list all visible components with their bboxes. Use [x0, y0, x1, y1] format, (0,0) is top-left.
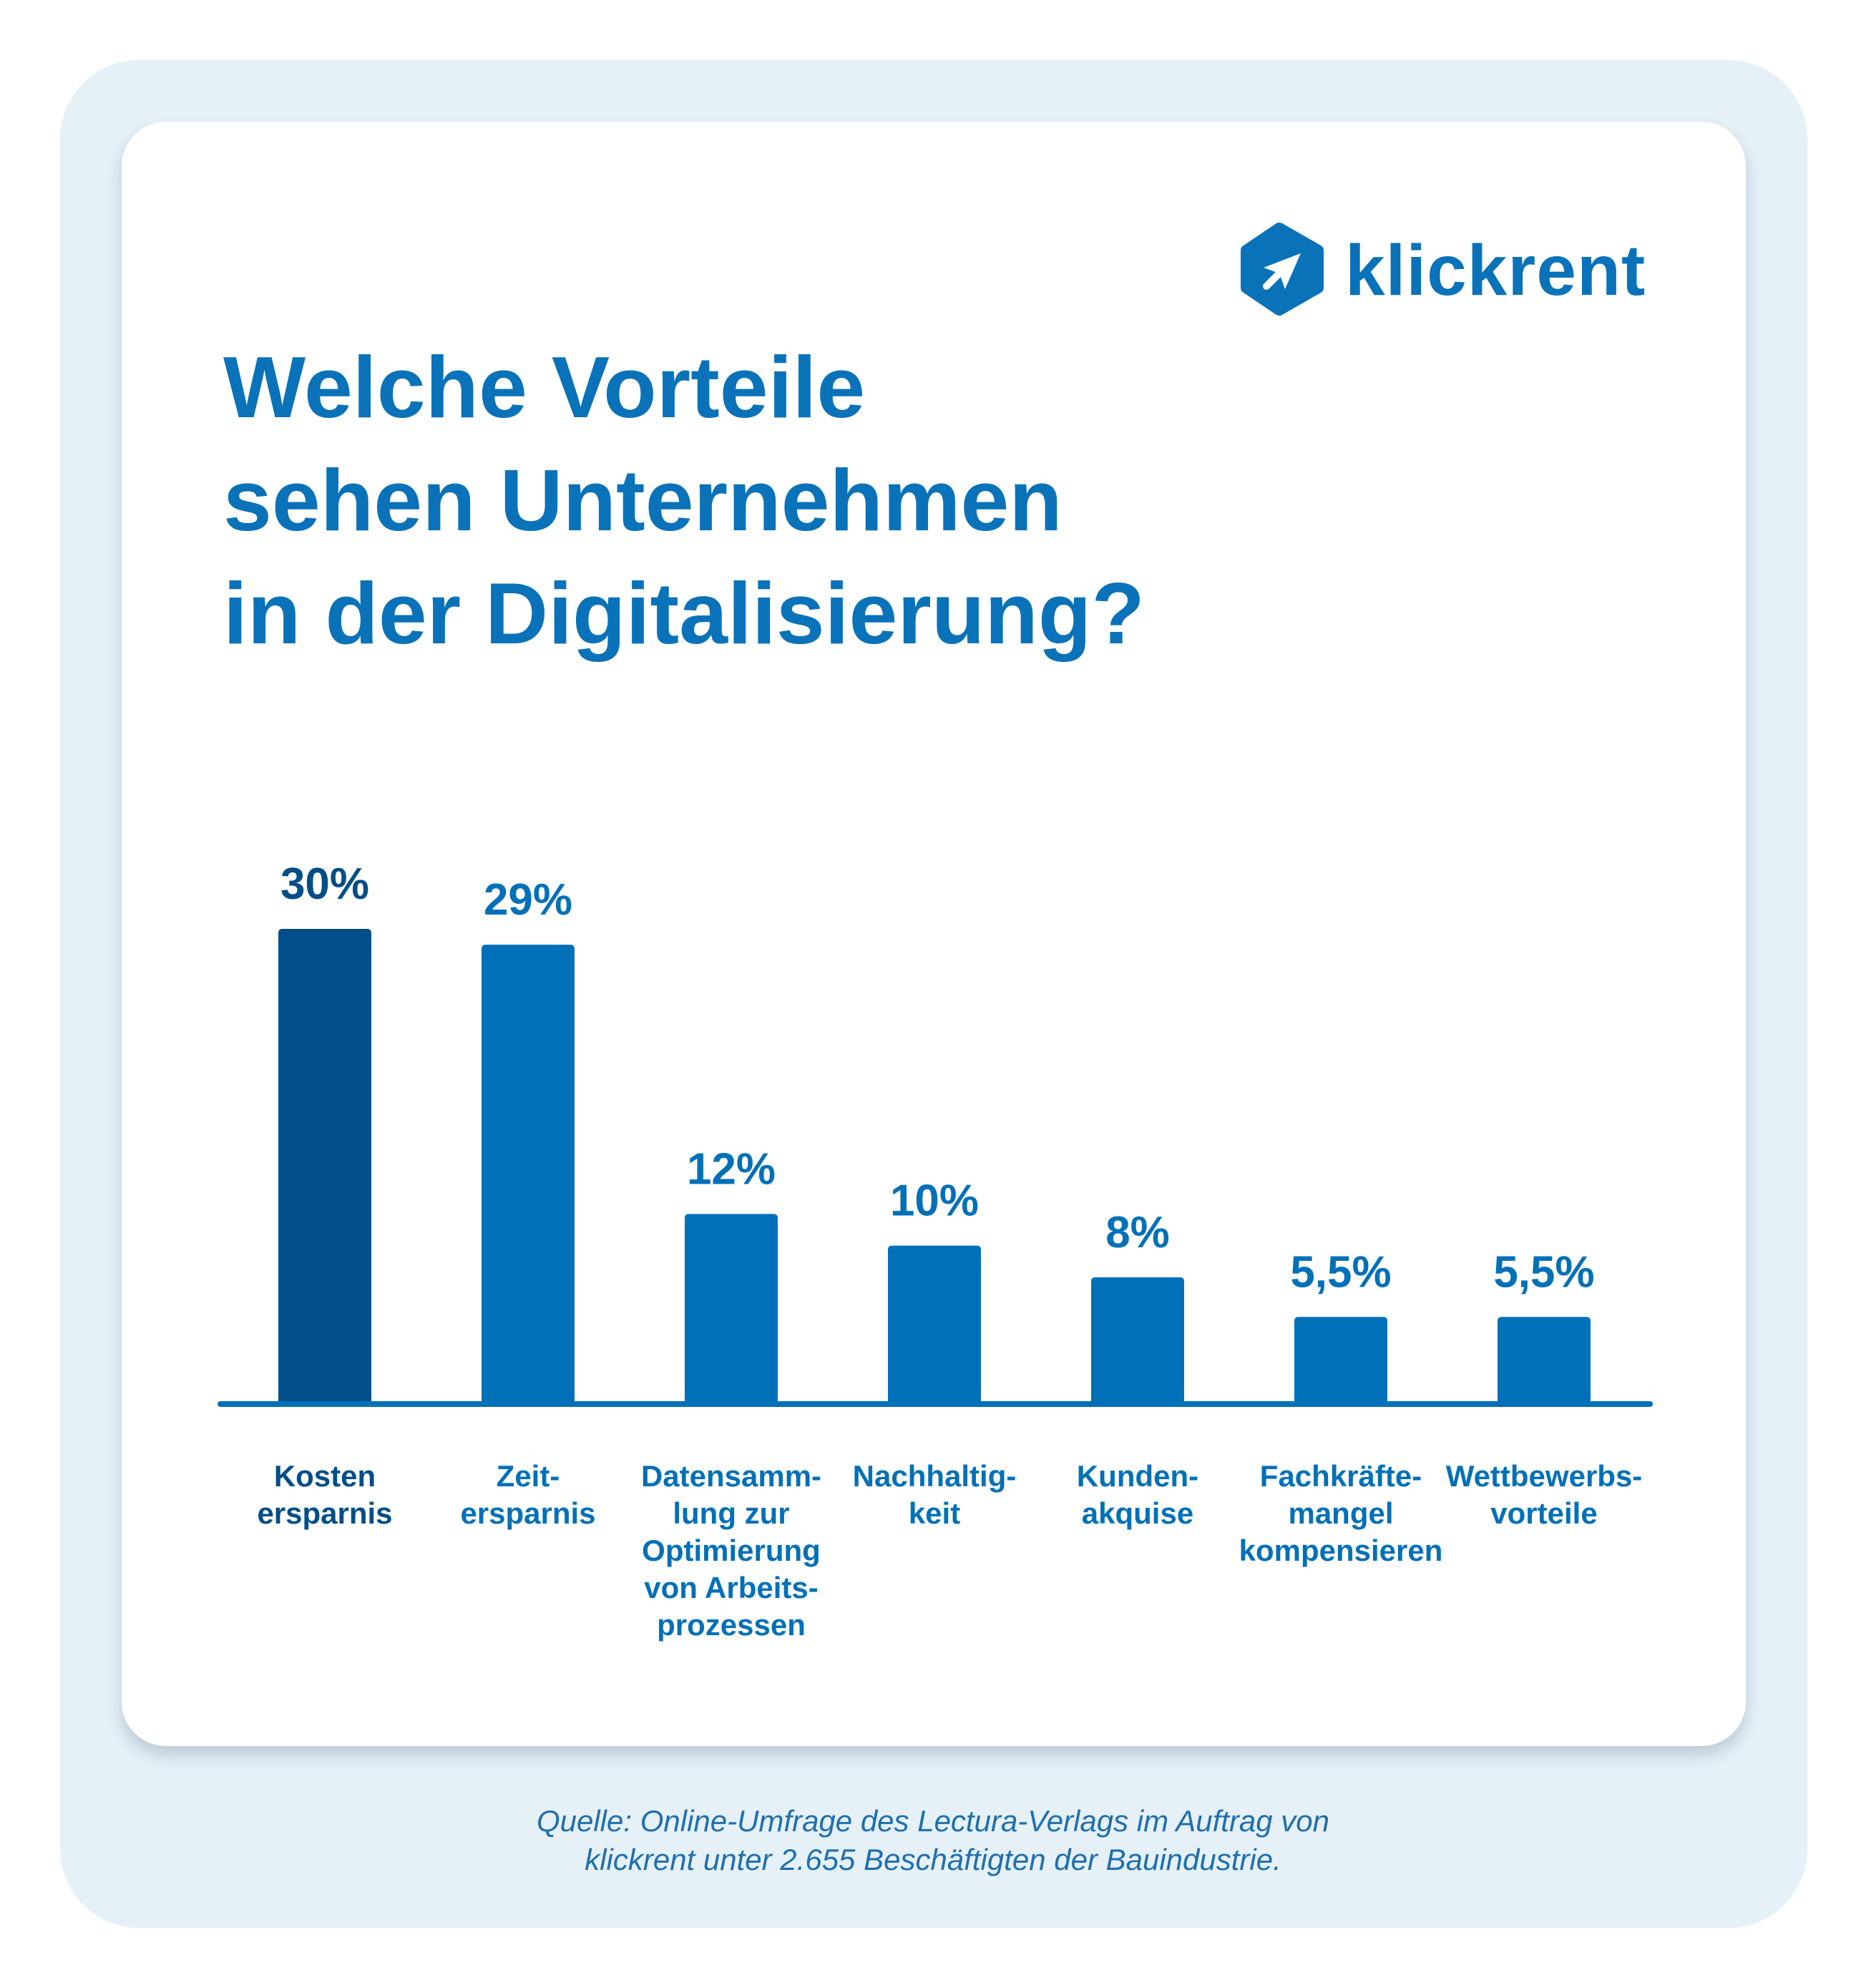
category-label-4-line-2: keit	[908, 1496, 961, 1530]
category-label-3: Datensamm-lung zur Optimierung von Arbeits…	[624, 1458, 839, 1644]
value-label-5: 8%	[1105, 1208, 1170, 1257]
value-label-2: 29%	[484, 875, 572, 925]
category-label-5-line-2: akquise	[1081, 1496, 1194, 1530]
source-note: Quelle: Online-Umfrage des Lectura-Verla…	[0, 1802, 1866, 1879]
category-label-4: Nachhaltig-keit	[827, 1458, 1042, 1532]
category-label-6-line-2: mangel	[1288, 1496, 1394, 1530]
value-label-4: 10%	[890, 1176, 979, 1226]
title-line-3: in der Digitalisierung?	[223, 565, 1145, 662]
category-label-2-line-1: Zeit-	[496, 1459, 560, 1493]
category-label-3-line-3: Optimierung	[642, 1534, 821, 1567]
title-line-1: Welche Vorteile	[223, 338, 866, 436]
category-label-1: Kosten ersparnis	[218, 1458, 432, 1532]
source-line-1: Quelle: Online-Umfrage des Lectura-Verla…	[536, 1804, 1330, 1838]
hexagon-arrow-icon	[1241, 223, 1324, 316]
category-label-4-line-1: Nachhaltig-	[852, 1459, 1017, 1493]
category-label-1-line-1: Kosten	[273, 1459, 376, 1493]
category-label-5: Kunden-akquise	[1030, 1458, 1245, 1532]
chart-card	[122, 122, 1746, 1746]
category-label-3-line-4: von Arbeits-	[644, 1571, 819, 1604]
category-label-3-line-5: prozessen	[657, 1608, 806, 1642]
value-label-3: 12%	[687, 1144, 776, 1194]
category-label-3-line-2: lung zur	[673, 1496, 790, 1530]
category-label-6-line-3: kompensieren	[1239, 1534, 1443, 1567]
category-label-7-line-1: Wettbewerbs-	[1445, 1459, 1643, 1493]
value-label-7: 5,5%	[1493, 1247, 1594, 1297]
category-label-7: Wettbewerbs-vorteile	[1437, 1458, 1651, 1532]
category-label-6-line-1: Fachkräfte-	[1259, 1459, 1422, 1493]
category-label-7-line-2: vorteile	[1490, 1496, 1598, 1530]
bar-1	[278, 929, 371, 1407]
bar-2	[482, 945, 575, 1407]
category-label-5-line-1: Kunden-	[1076, 1459, 1199, 1493]
title-line-2: sehen Unternehmen	[223, 452, 1063, 549]
category-label-1-line-2: ersparnis	[257, 1496, 393, 1530]
source-line-2: klickrent unter 2.655 Beschäftigten der …	[585, 1843, 1281, 1876]
bar-4	[888, 1245, 981, 1407]
category-label-6: Fachkräfte-mangel kompensieren	[1234, 1458, 1448, 1569]
bar-3	[685, 1214, 778, 1407]
category-label-2-line-2: ersparnis	[460, 1496, 596, 1530]
category-label-2: Zeit-ersparnis	[421, 1458, 635, 1532]
value-label-1: 30%	[280, 859, 369, 909]
bar-7	[1498, 1317, 1591, 1407]
category-label-3-line-1: Datensamm-	[640, 1459, 822, 1493]
brand-logo: klickrent	[1238, 220, 1646, 318]
bar-6	[1294, 1317, 1387, 1407]
brand-name: klickrent	[1345, 230, 1646, 311]
value-label-6: 5,5%	[1290, 1247, 1391, 1297]
chart-title: Welche Vorteile sehen Unternehmen in der…	[223, 331, 1583, 670]
bar-5	[1091, 1277, 1184, 1407]
